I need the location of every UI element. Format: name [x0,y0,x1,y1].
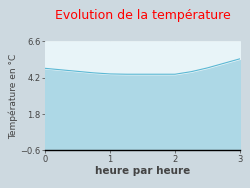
Y-axis label: Température en °C: Température en °C [8,53,18,139]
Text: Evolution de la température: Evolution de la température [54,9,231,22]
X-axis label: heure par heure: heure par heure [95,166,190,176]
